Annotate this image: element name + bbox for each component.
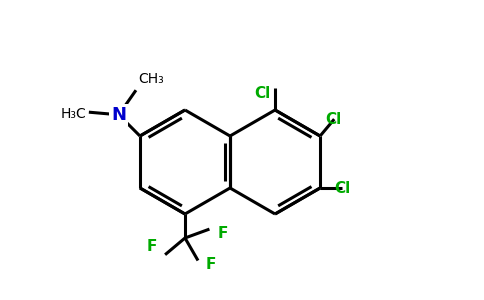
Text: F: F bbox=[217, 226, 228, 241]
Text: H₃C: H₃C bbox=[61, 107, 87, 121]
Text: Cl: Cl bbox=[334, 181, 350, 196]
Text: Cl: Cl bbox=[254, 86, 270, 101]
Text: Cl: Cl bbox=[325, 112, 341, 128]
Text: CH₃: CH₃ bbox=[138, 72, 164, 86]
Text: N: N bbox=[111, 106, 126, 124]
Text: F: F bbox=[206, 257, 216, 272]
Text: F: F bbox=[147, 239, 157, 254]
